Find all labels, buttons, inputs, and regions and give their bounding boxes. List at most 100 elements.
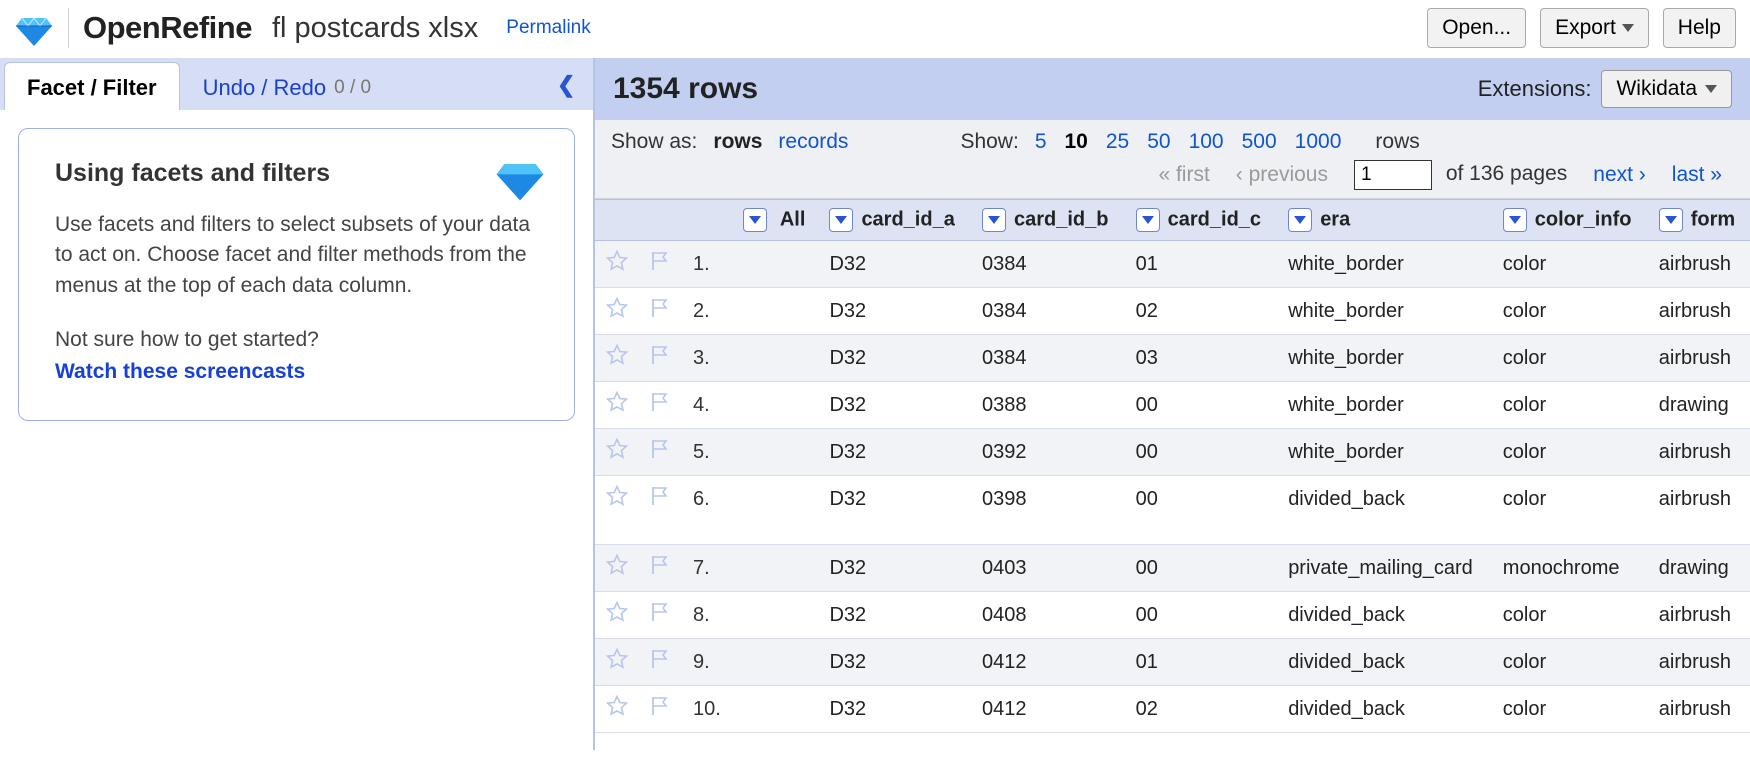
cell-form[interactable]: drawing bbox=[1649, 545, 1750, 592]
cell-card_id_c[interactable]: 02 bbox=[1126, 686, 1279, 733]
cell-card_id_a[interactable]: D32 bbox=[819, 335, 972, 382]
cell-era[interactable]: divided_back bbox=[1278, 592, 1493, 639]
cell-card_id_c[interactable]: 01 bbox=[1126, 241, 1279, 288]
cell-card_id_a[interactable]: D32 bbox=[819, 592, 972, 639]
cell-era[interactable]: white_border bbox=[1278, 382, 1493, 429]
cell-card_id_c[interactable]: 00 bbox=[1126, 476, 1279, 545]
tab-undo-redo[interactable]: Undo / Redo 0 / 0 bbox=[180, 62, 395, 110]
cell-card_id_b[interactable]: 0398 bbox=[972, 476, 1126, 545]
row-flag[interactable] bbox=[639, 639, 683, 686]
row-star[interactable] bbox=[595, 241, 639, 288]
export-button[interactable]: Export bbox=[1540, 8, 1649, 48]
page-size-option[interactable]: 50 bbox=[1147, 130, 1170, 153]
mode-records[interactable]: records bbox=[778, 130, 848, 154]
row-flag[interactable] bbox=[639, 476, 683, 545]
cell-card_id_a[interactable]: D32 bbox=[819, 382, 972, 429]
cell-card_id_b[interactable]: 0384 bbox=[972, 288, 1126, 335]
cell-card_id_b[interactable]: 0388 bbox=[972, 382, 1126, 429]
cell-card_id_c[interactable]: 00 bbox=[1126, 429, 1279, 476]
row-flag[interactable] bbox=[639, 241, 683, 288]
cell-card_id_a[interactable]: D32 bbox=[819, 429, 972, 476]
cell-card_id_a[interactable]: D32 bbox=[819, 639, 972, 686]
cell-color_info[interactable]: color bbox=[1493, 476, 1649, 545]
page-size-option[interactable]: 500 bbox=[1242, 130, 1277, 153]
cell-era[interactable]: private_mailing_card bbox=[1278, 545, 1493, 592]
row-star[interactable] bbox=[595, 639, 639, 686]
cell-card_id_c[interactable]: 00 bbox=[1126, 382, 1279, 429]
row-flag[interactable] bbox=[639, 382, 683, 429]
pager-previous[interactable]: ‹ previous bbox=[1236, 163, 1328, 187]
page-size-option[interactable]: 5 bbox=[1035, 130, 1047, 153]
cell-era[interactable]: divided_back bbox=[1278, 686, 1493, 733]
row-star[interactable] bbox=[595, 592, 639, 639]
column-menu-card_id_c[interactable] bbox=[1136, 208, 1160, 232]
cell-card_id_c[interactable]: 02 bbox=[1126, 288, 1279, 335]
row-star[interactable] bbox=[595, 335, 639, 382]
permalink-link[interactable]: Permalink bbox=[506, 17, 590, 39]
row-flag[interactable] bbox=[639, 288, 683, 335]
cell-form[interactable]: airbrush bbox=[1649, 639, 1750, 686]
open-button[interactable]: Open... bbox=[1427, 8, 1526, 48]
row-star[interactable] bbox=[595, 545, 639, 592]
row-star[interactable] bbox=[595, 686, 639, 733]
cell-card_id_b[interactable]: 0412 bbox=[972, 686, 1126, 733]
help-button[interactable]: Help bbox=[1663, 8, 1736, 48]
cell-form[interactable]: airbrush bbox=[1649, 429, 1750, 476]
pager-first[interactable]: « first bbox=[1158, 163, 1209, 187]
column-menu-card_id_a[interactable] bbox=[829, 208, 853, 232]
mode-rows[interactable]: rows bbox=[713, 130, 762, 154]
cell-form[interactable]: airbrush bbox=[1649, 241, 1750, 288]
column-menu-all[interactable] bbox=[743, 208, 767, 232]
cell-card_id_b[interactable]: 0384 bbox=[972, 241, 1126, 288]
cell-color_info[interactable]: color bbox=[1493, 639, 1649, 686]
cell-color_info[interactable]: monochrome bbox=[1493, 545, 1649, 592]
pager-next[interactable]: next › bbox=[1593, 163, 1646, 187]
cell-form[interactable]: airbrush bbox=[1649, 686, 1750, 733]
cell-card_id_b[interactable]: 0384 bbox=[972, 335, 1126, 382]
cell-color_info[interactable]: color bbox=[1493, 686, 1649, 733]
row-flag[interactable] bbox=[639, 335, 683, 382]
cell-color_info[interactable]: color bbox=[1493, 335, 1649, 382]
cell-era[interactable]: white_border bbox=[1278, 241, 1493, 288]
column-menu-card_id_b[interactable] bbox=[982, 208, 1006, 232]
column-menu-form[interactable] bbox=[1659, 208, 1683, 232]
tab-facet-filter[interactable]: Facet / Filter bbox=[4, 62, 180, 110]
cell-form[interactable]: airbrush bbox=[1649, 476, 1750, 545]
cell-form[interactable]: airbrush bbox=[1649, 592, 1750, 639]
cell-form[interactable]: drawing bbox=[1649, 382, 1750, 429]
cell-card_id_a[interactable]: D32 bbox=[819, 686, 972, 733]
cell-card_id_a[interactable]: D32 bbox=[819, 476, 972, 545]
row-star[interactable] bbox=[595, 476, 639, 545]
collapse-left-icon[interactable]: ❮ bbox=[557, 72, 581, 96]
cell-card_id_a[interactable]: D32 bbox=[819, 241, 972, 288]
extensions-button[interactable]: Wikidata bbox=[1601, 70, 1732, 108]
screencasts-link[interactable]: Watch these screencasts bbox=[55, 360, 305, 383]
cell-card_id_c[interactable]: 01 bbox=[1126, 639, 1279, 686]
cell-card_id_b[interactable]: 0408 bbox=[972, 592, 1126, 639]
page-size-option[interactable]: 10 bbox=[1065, 130, 1088, 153]
page-input[interactable] bbox=[1354, 160, 1432, 190]
row-star[interactable] bbox=[595, 288, 639, 335]
page-size-option[interactable]: 100 bbox=[1189, 130, 1224, 153]
cell-card_id_a[interactable]: D32 bbox=[819, 545, 972, 592]
cell-era[interactable]: white_border bbox=[1278, 288, 1493, 335]
column-menu-color_info[interactable] bbox=[1503, 208, 1527, 232]
cell-card_id_c[interactable]: 03 bbox=[1126, 335, 1279, 382]
cell-card_id_a[interactable]: D32 bbox=[819, 288, 972, 335]
page-size-option[interactable]: 25 bbox=[1106, 130, 1129, 153]
row-star[interactable] bbox=[595, 429, 639, 476]
cell-era[interactable]: divided_back bbox=[1278, 476, 1493, 545]
cell-form[interactable]: airbrush bbox=[1649, 288, 1750, 335]
cell-color_info[interactable]: color bbox=[1493, 288, 1649, 335]
pager-last[interactable]: last » bbox=[1672, 163, 1722, 187]
cell-card_id_c[interactable]: 00 bbox=[1126, 592, 1279, 639]
row-flag[interactable] bbox=[639, 545, 683, 592]
cell-era[interactable]: white_border bbox=[1278, 429, 1493, 476]
cell-era[interactable]: divided_back bbox=[1278, 639, 1493, 686]
cell-card_id_c[interactable]: 00 bbox=[1126, 545, 1279, 592]
cell-card_id_b[interactable]: 0412 bbox=[972, 639, 1126, 686]
page-size-option[interactable]: 1000 bbox=[1295, 130, 1342, 153]
cell-color_info[interactable]: color bbox=[1493, 592, 1649, 639]
row-star[interactable] bbox=[595, 382, 639, 429]
row-flag[interactable] bbox=[639, 686, 683, 733]
